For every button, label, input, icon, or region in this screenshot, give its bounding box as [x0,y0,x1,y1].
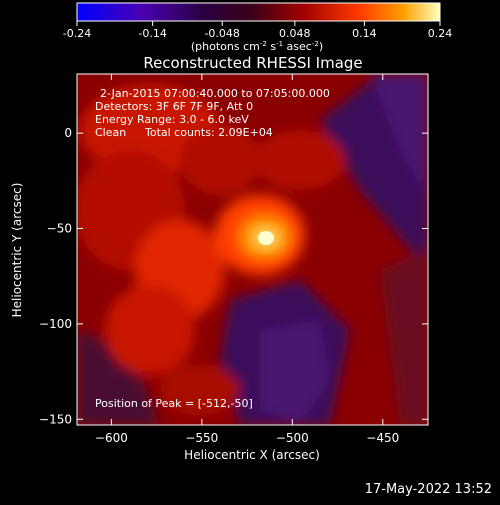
algorithm-text: Clean [95,126,126,139]
detectors-text: Detectors: 3F 6F 7F 9F, Att 0 [95,100,253,113]
y-axis-label: Heliocentric Y (arcsec) [10,183,24,318]
colorbar: -0.24 -0.14 -0.048 0.048 0.14 0.24 (photons c… [63,2,452,53]
total-counts-text: Total counts: 2.09E+04 [144,126,273,139]
peak-position-text: Position of Peak = [-512,-50] [95,397,253,410]
chart-title: Reconstructed RHESSI Image [143,54,362,72]
energy-range-text: Energy Range: 3.0 - 6.0 keV [95,113,249,126]
heatmap-image [77,74,428,425]
plot-frame [76,73,429,426]
y-tick-label: 0 [64,126,72,140]
colorbar-tick-label: 0.24 [428,27,453,40]
colorbar-tick-label: 0.14 [352,27,377,40]
time-range-text: 2-Jan-2015 07:00:40.000 to 07:05:00.000 [100,87,330,100]
colorbar-tick-label: -0.14 [138,27,166,40]
y-tick-label: −50 [47,222,72,236]
colorbar-unit-label: (photons cm-2 s-1 asec-2) [191,40,323,53]
colorbar-tick-label: 0.048 [279,27,311,40]
x-tick-label: −600 [95,431,128,445]
x-axis-label: Heliocentric X (arcsec) [184,448,320,462]
x-tick-label: −550 [185,431,218,445]
x-tick-label: −450 [366,431,399,445]
info-annotations: 2-Jan-2015 07:00:40.000 to 07:05:00.000 … [95,87,330,410]
y-tick-label: −100 [39,317,72,331]
colorbar-gradient [76,2,441,22]
colorbar-tick-label: -0.048 [204,27,239,40]
colorbar-tick-label: -0.24 [63,27,91,40]
x-tick-label: −500 [276,431,309,445]
footer-date: 17-May-2022 13:52 [364,482,492,497]
x-axis-ticks: −600 −550 −500 −450 [95,74,399,445]
y-axis-ticks: 0 −50 −100 −150 [39,126,428,426]
y-tick-label: −150 [39,412,72,426]
colorbar-ticks: -0.24 -0.14 -0.048 0.048 0.14 0.24 [63,21,452,40]
